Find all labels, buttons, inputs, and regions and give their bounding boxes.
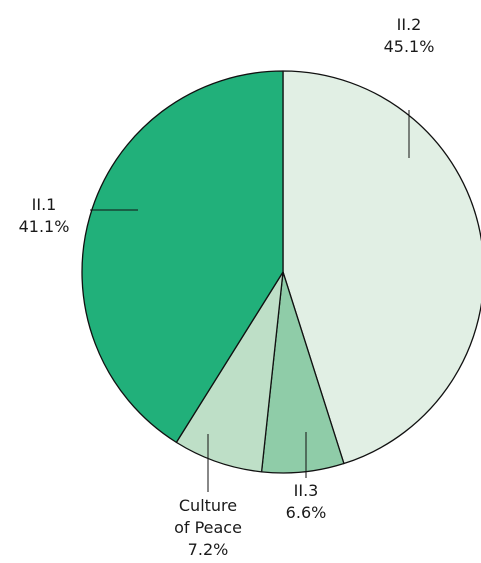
slice-name-label: II.3 xyxy=(294,481,319,500)
slice-label-3: II.1 41.1% xyxy=(19,195,70,236)
leader-lines xyxy=(90,110,410,492)
slice-name-label: II.2 xyxy=(397,15,422,34)
slice-name-label: II.1 xyxy=(32,195,57,214)
slice-labels: II.2 45.1% II.3 6.6% Culture of Peace 7.2% II.1… xyxy=(19,15,435,559)
slice-value-label: 41.1% xyxy=(19,217,70,236)
slice-name-label: Culture xyxy=(179,496,237,515)
pie-slices xyxy=(81,70,481,474)
slice-label-0: II.2 45.1% xyxy=(384,15,435,56)
pie-slice-3 xyxy=(81,70,284,444)
slice-value-label: 6.6% xyxy=(286,503,327,522)
slice-label-1: II.3 6.6% xyxy=(286,481,327,522)
pie-slice-0 xyxy=(282,70,481,465)
slice-label-2: Culture of Peace 7.2% xyxy=(174,496,242,559)
slice-name-label: of Peace xyxy=(174,518,242,537)
slice-value-label: 45.1% xyxy=(384,37,435,56)
slice-value-label: 7.2% xyxy=(188,540,229,559)
